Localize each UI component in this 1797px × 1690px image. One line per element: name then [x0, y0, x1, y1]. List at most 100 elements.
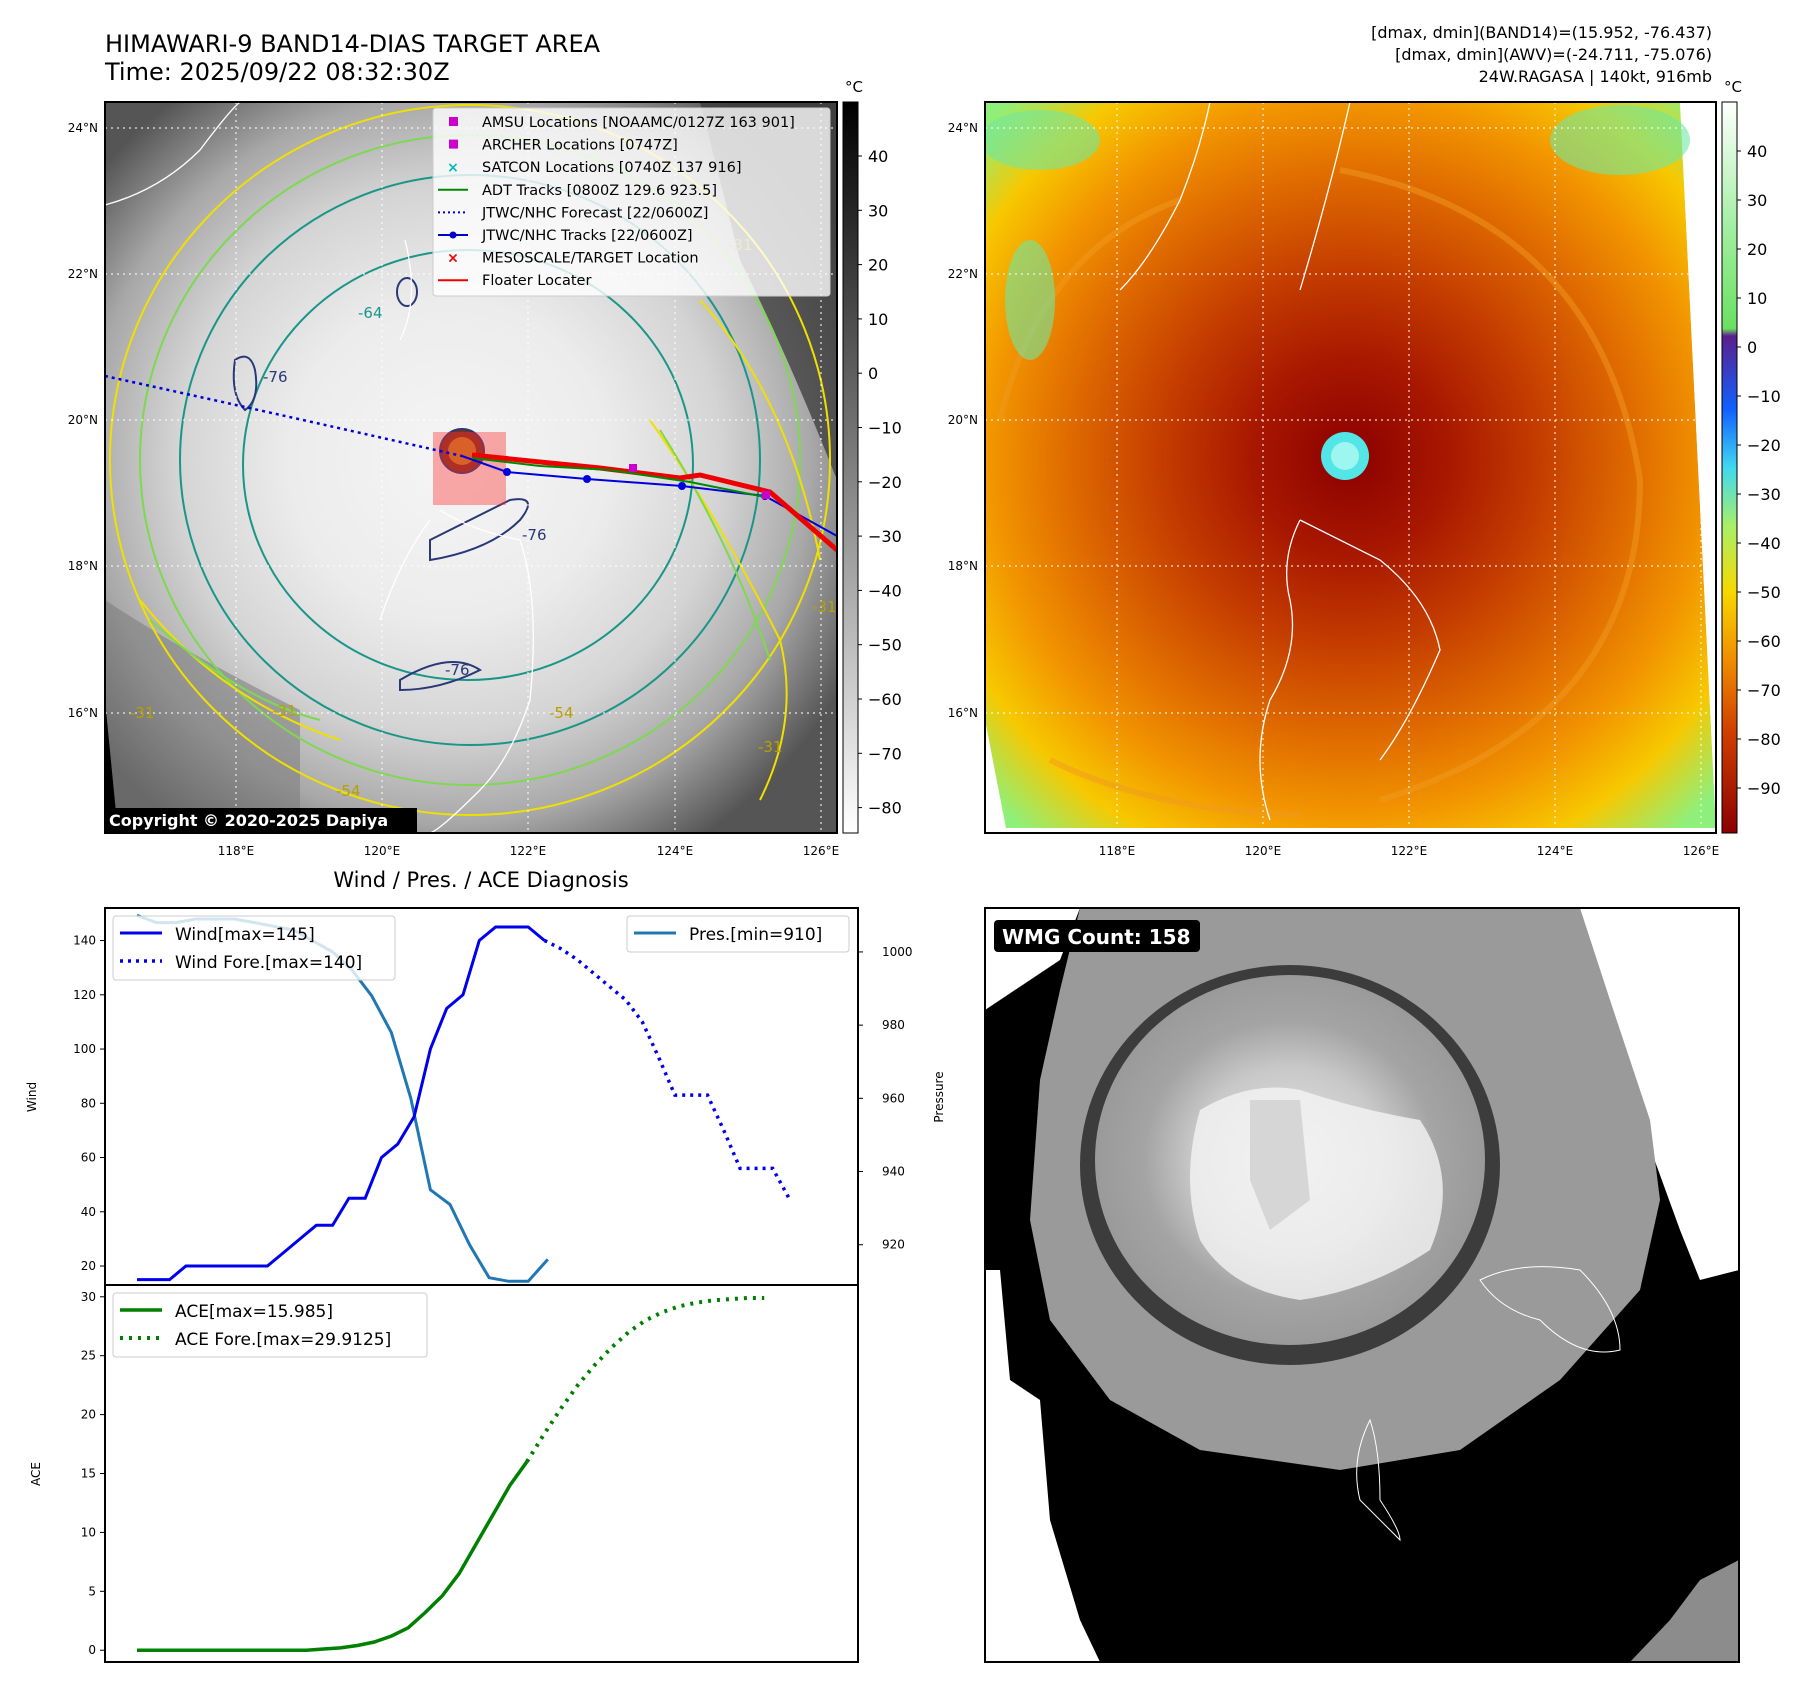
color-ir-colorbar-ticks: 40 30 20 10 0 −10 −20 −30 −40 −50 −60 −70 −80 −90: [1737, 142, 1781, 798]
lat-tick-label: 16°N: [948, 706, 978, 720]
ir-panel: Copyright © 2020-2025 Dapiya -76 -76 -76 -6…: [104, 78, 902, 834]
lon-tick-label: 122°E: [1391, 844, 1428, 858]
color-ir-colorbar-unit: °C: [1724, 78, 1742, 96]
colorbar-tick-label: 0: [1747, 338, 1757, 357]
band14-range: [dmax, dmin](BAND14)=(15.952, -76.437): [1371, 23, 1712, 42]
colorbar-tick-label: −80: [868, 799, 902, 818]
legend-label: JTWC/NHC Forecast [22/0600Z]: [481, 205, 708, 221]
colorbar-tick-label: −20: [868, 473, 902, 492]
ir-colorbar-unit: °C: [845, 78, 863, 96]
awv-range: [dmax, dmin](AWV)=(-24.711, -75.076): [1395, 45, 1712, 64]
wind-tick-label: 80: [81, 1096, 96, 1110]
ace-tick-label: 0: [88, 1643, 96, 1657]
ace-chart: 0 5 10 15 20 25 30 ACE[max=15.985] ACE Fore.[max…: [29, 1284, 859, 1663]
figure-time: Time: 2025/09/22 08:32:30Z: [104, 58, 450, 86]
wind-tick-label: 100: [73, 1042, 96, 1056]
color-ir-panel: °C 40 30 20 10 0 −10 −20 −30 −40 −50 −60 −70 −80 −90: [984, 78, 1781, 834]
copyright-badge: [105, 808, 417, 832]
lon-tick-label: 122°E: [510, 844, 547, 858]
jtwc-track: [461, 455, 837, 537]
colorbar-tick-label: 10: [1747, 289, 1767, 308]
pressure-tick-label: 960: [882, 1091, 905, 1105]
legend-entry: JTWC/NHC Tracks [22/0600Z]: [438, 228, 693, 244]
diagnosis-title: Wind / Pres. / ACE Diagnosis: [333, 868, 628, 892]
colorbar-tick-label: −30: [1747, 485, 1781, 504]
wind-tick-label: 120: [73, 988, 96, 1002]
legend-label: ARCHER Locations [0747Z]: [482, 138, 678, 154]
wind-line: [137, 925, 546, 1282]
wmg-count: WMG Count: 158: [1002, 925, 1191, 949]
colorbar-tick-label: 40: [1747, 142, 1767, 161]
lat-tick-label: 24°N: [68, 121, 98, 135]
lon-tick-label: 120°E: [364, 844, 401, 858]
legend-label: AMSU Locations [NOAAMC/0127Z 163 901]: [482, 115, 795, 131]
wind-legend: Wind[max=145] Wind Fore.[max=140]: [112, 915, 396, 981]
ir-colorbar-ticks: 40 30 20 10 0 −10 −20 −30 −40 −50 −60 −70 −80: [858, 147, 902, 818]
svg-text:×: ×: [447, 160, 459, 176]
wind-axis-label: Wind: [25, 1082, 39, 1112]
colorbar-tick-label: −20: [1747, 436, 1781, 455]
lon-tick-label: 118°E: [218, 844, 255, 858]
svg-text:×: ×: [447, 251, 459, 267]
colorbar-tick-label: −80: [1747, 730, 1781, 749]
wmg-badge: [994, 920, 1200, 952]
contour-label: -54: [549, 704, 574, 722]
legend-label: ACE[max=15.985]: [175, 1302, 333, 1322]
lat-tick-label: 16°N: [68, 706, 98, 720]
ace-tick-label: 25: [81, 1349, 96, 1363]
wind-tick-label: 60: [81, 1151, 96, 1165]
adt-track: [471, 457, 771, 499]
legend-label: JTWC/NHC Tracks [22/0600Z]: [481, 228, 693, 244]
contour-label: -76: [263, 368, 288, 386]
wmg-panel: WMG Count: 158: [984, 907, 1740, 1663]
colorbar-tick-label: −10: [1747, 387, 1781, 406]
legend-label: Wind[max=145]: [175, 925, 315, 945]
colorbar-tick-label: −30: [868, 527, 902, 546]
pressure-tick-label: 980: [882, 1018, 905, 1032]
colorbar-tick-label: −70: [1747, 681, 1781, 700]
wind-tick-label: 20: [81, 1259, 96, 1273]
legend-entry: ADT Tracks [0800Z 129.6 923.5]: [438, 183, 717, 199]
colorbar-tick-label: 20: [868, 256, 888, 275]
colorbar-tick-label: 0: [868, 364, 878, 383]
lon-tick-label: 126°E: [803, 844, 840, 858]
ace-line: [137, 1460, 529, 1652]
colorbar-tick-label: −60: [1747, 632, 1781, 651]
lat-tick-label: 20°N: [68, 413, 98, 427]
legend-entry: × SATCON Locations [0740Z 137 916]: [447, 160, 741, 176]
contour-label: -76: [445, 661, 470, 679]
colorbar-tick-label: −70: [868, 744, 902, 763]
pressure-legend: Pres.[min=910]: [626, 915, 850, 953]
wind-pressure-chart: 20 40 60 80 100 120 140 920 940 960 980 1000 Wind[ma…: [25, 907, 946, 1286]
legend-label: ADT Tracks [0800Z 129.6 923.5]: [482, 183, 717, 199]
legend-label: Wind Fore.[max=140]: [175, 953, 362, 973]
lat-tick-label: 18°N: [68, 559, 98, 573]
ace-tick-label: 5: [88, 1584, 96, 1598]
ace-forecast-line: [525, 1296, 765, 1463]
colorbar-tick-label: 10: [868, 310, 888, 329]
legend-label: SATCON Locations [0740Z 137 916]: [482, 160, 741, 176]
ace-legend: ACE[max=15.985] ACE Fore.[max=29.9125]: [112, 1292, 428, 1358]
contour-label: -54: [336, 782, 361, 800]
legend-label: Pres.[min=910]: [689, 925, 822, 945]
map-ticks: 24°N 24°N 22°N 22°N 20°N 20°N 18°N 18°N 16°N 16°N…: [68, 121, 1720, 858]
copyright-text: Copyright © 2020-2025 Dapiya: [109, 811, 388, 830]
wind-forecast-line: [543, 938, 791, 1200]
ace-axis-label: ACE: [29, 1462, 43, 1486]
contour-label: -31: [130, 704, 155, 722]
lat-tick-label: 22°N: [948, 267, 978, 281]
lon-tick-label: 118°E: [1099, 844, 1136, 858]
colorbar-tick-label: −40: [868, 581, 902, 600]
colorbar-tick-label: −90: [1747, 779, 1781, 798]
colorbar-tick-label: −40: [1747, 534, 1781, 553]
ace-tick-label: 15: [81, 1467, 96, 1481]
lon-tick-label: 124°E: [657, 844, 694, 858]
colorbar-tick-label: 30: [1747, 191, 1767, 210]
legend-entry: JTWC/NHC Forecast [22/0600Z]: [438, 205, 708, 221]
colorbar-tick-label: 30: [868, 201, 888, 220]
lat-tick-label: 20°N: [948, 413, 978, 427]
lon-tick-label: 124°E: [1537, 844, 1574, 858]
legend-entry: × MESOSCALE/TARGET Location: [447, 251, 698, 267]
legend-label: ACE Fore.[max=29.9125]: [175, 1330, 391, 1350]
